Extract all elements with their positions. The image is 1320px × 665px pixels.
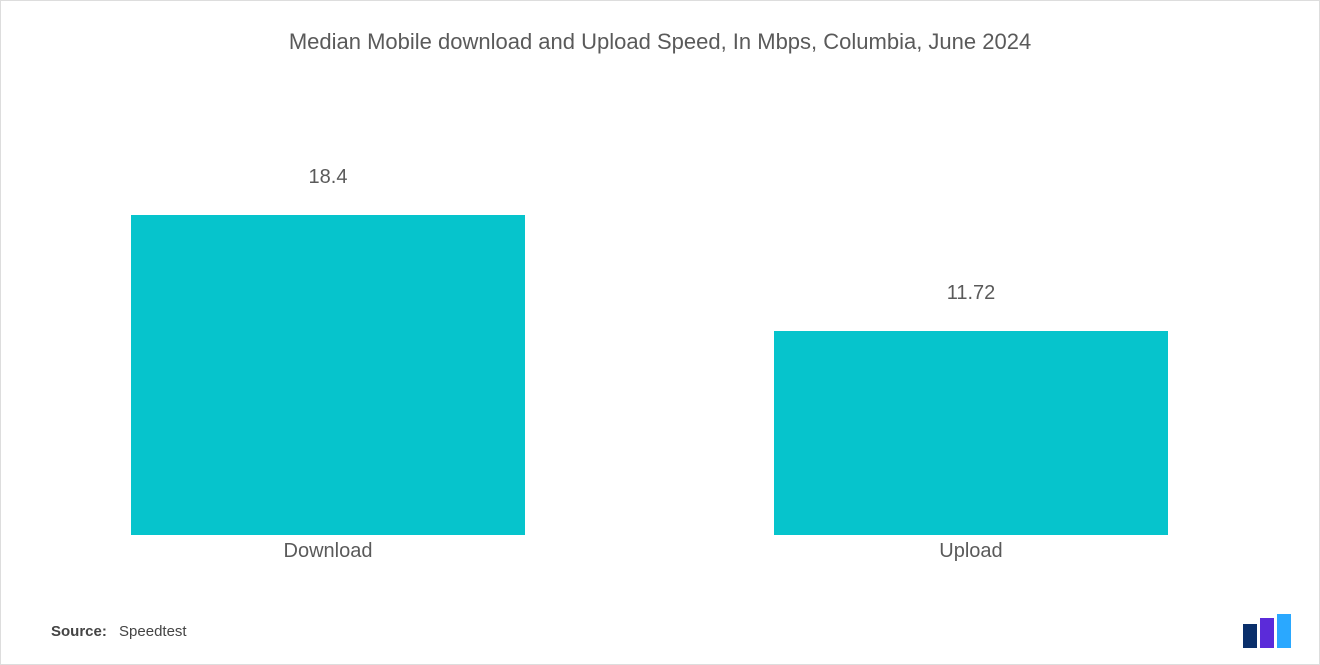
chart-title: Median Mobile download and Upload Speed,… bbox=[1, 1, 1319, 55]
bar-group: 18.4Download bbox=[131, 105, 525, 535]
bar-group: 11.72Upload bbox=[774, 105, 1168, 535]
bar-category-label: Upload bbox=[774, 540, 1168, 563]
bar-value-label: 18.4 bbox=[131, 166, 525, 189]
chart-plot-area: 18.4Download 11.72Upload bbox=[1, 105, 1319, 535]
bar bbox=[131, 215, 525, 535]
logo-bar-2 bbox=[1260, 618, 1274, 648]
logo-bar-1 bbox=[1243, 624, 1257, 648]
bar-category-label: Download bbox=[131, 540, 525, 563]
logo-bar-3 bbox=[1277, 614, 1291, 648]
chart-container: Median Mobile download and Upload Speed,… bbox=[0, 0, 1320, 665]
source-label: Source: bbox=[51, 623, 107, 640]
bar-value-label: 11.72 bbox=[774, 282, 1168, 305]
source-value: Speedtest bbox=[119, 623, 187, 640]
source-attribution: Source: Speedtest bbox=[51, 623, 187, 640]
bar bbox=[774, 331, 1168, 535]
brand-logo bbox=[1243, 614, 1293, 648]
